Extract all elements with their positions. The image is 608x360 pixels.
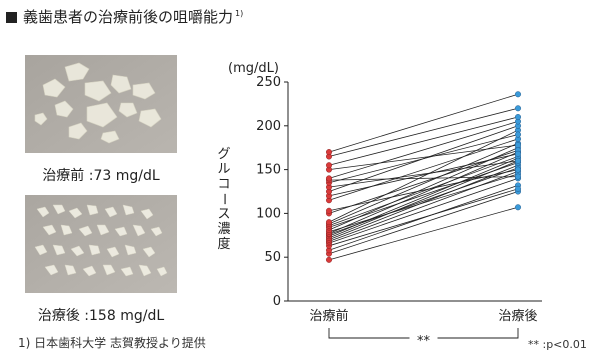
y-label-char: 濃 [217,222,230,237]
axes [287,82,542,302]
pair-line [328,169,519,212]
y-tick-label: 250 [256,75,281,90]
photo-after-treatment [25,195,177,293]
before-point [325,207,332,214]
title-text: 義歯患者の治療前後の咀嚼能力 [23,8,234,26]
pair-line [328,184,519,251]
pair-line [328,177,519,244]
pair-line [328,188,519,247]
y-label-char: グ [217,147,230,162]
after-point [515,166,522,173]
pair-line [328,151,519,234]
before-point [325,175,332,182]
photo-before-treatment [25,55,177,153]
pair-line [328,164,519,241]
pair-line [328,116,519,166]
pair-line [328,162,519,228]
before-point [325,162,332,169]
y-tick-label: 150 [256,163,281,178]
after-point [515,114,522,121]
after-particles-image [25,195,177,293]
y-label-char: ー [216,192,231,205]
significance-bracket: ** ** :p<0.01 [328,328,587,351]
before-particles-image [25,55,177,153]
paired-lines [328,93,519,261]
pair-line [328,153,519,197]
y-label-char: ル [217,162,230,177]
pair-line [328,206,519,261]
significance-mark: ** [417,334,431,349]
x-category-label: 治療前 [309,308,348,324]
after-point [515,142,522,149]
y-ticks: 0 50 100 150 200 250 [256,75,288,309]
pair-line [328,134,519,184]
after-point [515,204,522,211]
pair-line [328,129,519,223]
after-point [515,173,522,180]
pair-line [328,160,519,188]
unit-label: (mg/dL) [228,61,279,76]
source-note: 1) 日本歯科大学 志賀教授より提供 [18,336,206,350]
significance-note: ** :p<0.01 [528,338,587,351]
pair-line [328,144,519,170]
title-square-icon [6,12,17,23]
x-categories: 治療前 治療後 [309,308,537,324]
caption-after: 治療後 :158 mg/dL [37,308,165,324]
y-tick-label: 0 [273,294,281,309]
pair-line [328,107,519,157]
pair-line [328,93,519,153]
bracket-label-bg [409,332,438,344]
after-point [515,150,522,157]
after-point [515,131,522,138]
y-label-char: コ [217,177,230,192]
x-category-label: 治療後 [498,309,537,324]
after-point [515,105,522,112]
pair-line [328,156,519,227]
before-point [325,256,332,263]
pair-line [328,173,519,233]
pair-line [328,191,519,255]
y-label-char: 度 [217,236,230,252]
after-point [515,91,522,98]
y-label-char: ス [217,207,230,222]
y-tick-label: 200 [256,119,281,134]
pair-line [328,167,519,235]
page-title: 義歯患者の治療前後の咀嚼能力 1) [6,6,243,27]
pair-line [328,121,519,179]
y-tick-label: 50 [264,250,281,265]
after-point [515,185,522,192]
title-reference: 1) [235,9,244,18]
before-point [325,219,332,226]
caption-before: 治療前 :73 mg/dL [42,168,160,184]
y-tick-label: 100 [256,206,281,221]
pair-line [328,170,519,242]
data-points [325,91,522,263]
before-point [325,149,332,156]
pair-line [328,176,519,181]
pair-line [328,142,519,225]
after-point [515,157,522,164]
